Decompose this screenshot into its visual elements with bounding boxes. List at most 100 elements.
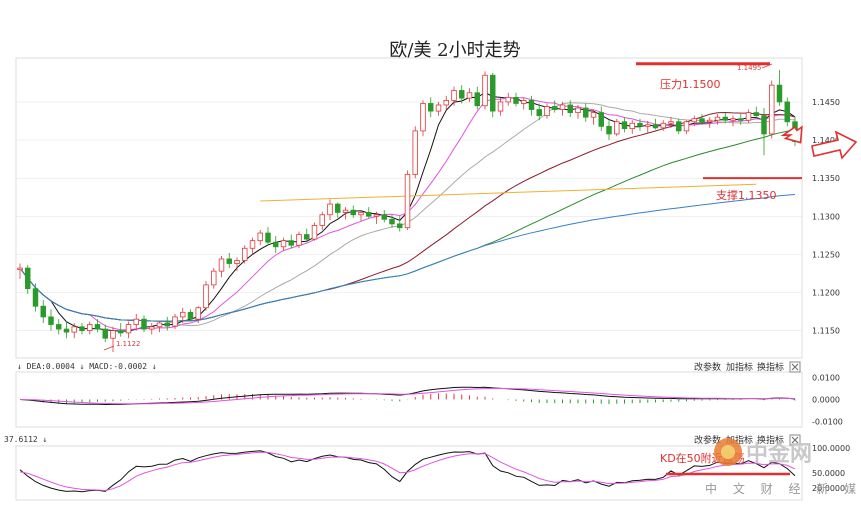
candle-body xyxy=(714,116,721,121)
candle xyxy=(87,321,93,335)
price-tick-label: 1.1350 xyxy=(812,174,840,183)
kdj-change-params-button[interactable]: 改参数 xyxy=(694,434,721,446)
price-tick-label: 1.1450 xyxy=(812,98,840,107)
candle xyxy=(614,118,620,137)
candle-body xyxy=(761,115,767,135)
candle xyxy=(133,313,139,331)
candle-body xyxy=(71,326,77,333)
candle-body xyxy=(490,74,496,112)
candle xyxy=(722,112,728,124)
candle xyxy=(242,245,248,264)
candle-body xyxy=(443,100,449,106)
macd-tick-label: -0.0100 xyxy=(812,418,843,427)
candle-body xyxy=(342,209,349,213)
candle-body xyxy=(559,104,566,110)
candle xyxy=(559,101,566,116)
candle xyxy=(273,236,279,253)
candle xyxy=(195,306,201,323)
candle-body xyxy=(141,318,147,330)
price-tick-label: 1.1250 xyxy=(812,250,840,259)
candle xyxy=(567,100,573,118)
candle-body xyxy=(614,121,620,135)
candle-body xyxy=(629,122,635,130)
candle xyxy=(459,85,465,104)
candle xyxy=(211,268,217,289)
candle-body xyxy=(280,240,287,248)
candle xyxy=(552,100,558,113)
candle xyxy=(48,309,54,331)
candle xyxy=(435,101,442,116)
candle-body xyxy=(676,121,682,132)
candle-body xyxy=(304,234,310,240)
kdj-tick-label: 50.0000 xyxy=(812,469,845,478)
candle xyxy=(683,120,690,134)
candle-body xyxy=(373,214,380,217)
candle xyxy=(40,300,46,323)
candle-body xyxy=(273,241,279,248)
candle xyxy=(25,265,31,295)
candle-body xyxy=(389,218,395,225)
candle-body xyxy=(668,121,674,124)
candle-body xyxy=(521,100,527,104)
candle-body xyxy=(164,322,170,327)
candle xyxy=(583,103,589,122)
candle xyxy=(443,95,449,110)
candle xyxy=(707,117,713,128)
candle xyxy=(141,315,147,333)
candle xyxy=(637,118,643,131)
candle xyxy=(327,199,333,221)
low-label: 1.1122 xyxy=(116,340,141,348)
resistance-label: 压力1.1500 xyxy=(660,78,721,91)
candle xyxy=(381,210,387,223)
candle xyxy=(180,307,186,323)
candle-body xyxy=(296,234,302,246)
candle-body xyxy=(195,307,201,320)
candle xyxy=(536,103,542,121)
candle-body xyxy=(567,104,573,113)
candle xyxy=(226,252,232,269)
candle-body xyxy=(451,90,457,101)
candle xyxy=(32,283,39,312)
candle xyxy=(56,319,62,335)
candle xyxy=(629,120,635,134)
price-tick-label: 1.1400 xyxy=(812,136,840,145)
candle-body xyxy=(466,92,473,99)
candle-body xyxy=(180,311,186,318)
candle xyxy=(513,92,519,107)
candle-body xyxy=(730,118,736,121)
candle xyxy=(590,109,597,125)
macd-change-params-button[interactable]: 改参数 xyxy=(694,361,721,373)
candle-body xyxy=(606,125,612,135)
candle xyxy=(676,118,682,134)
candle xyxy=(490,72,496,118)
candle-body xyxy=(536,109,542,117)
candle xyxy=(110,326,116,352)
candle-body xyxy=(575,107,581,113)
candle xyxy=(187,309,194,322)
macd-switch-indicator-button[interactable]: 换指标 xyxy=(757,361,784,373)
candle-body xyxy=(474,92,480,107)
candle-body xyxy=(513,96,519,104)
candle xyxy=(63,321,70,339)
macd-add-indicator-button[interactable]: 加指标 xyxy=(726,361,753,373)
candle xyxy=(668,117,674,128)
candle-body xyxy=(621,121,628,130)
macd-close-icon[interactable] xyxy=(789,361,801,373)
candle xyxy=(598,106,604,131)
candle-body xyxy=(366,212,372,217)
price-panel xyxy=(15,57,803,359)
candle-body xyxy=(528,100,535,110)
kdj-tick-label: 100.0000 xyxy=(812,444,850,453)
kdj-switch-indicator-button[interactable]: 换指标 xyxy=(757,434,784,446)
candle-body xyxy=(257,232,263,242)
candle-body xyxy=(590,112,597,118)
candle xyxy=(621,117,628,133)
candle-body xyxy=(149,326,155,330)
candle-body xyxy=(722,116,728,121)
kdj-close-icon[interactable] xyxy=(789,434,801,446)
candle-body xyxy=(420,103,426,132)
candle xyxy=(761,108,767,156)
candle xyxy=(358,210,364,221)
candle-body xyxy=(428,103,434,112)
macd-label: ↓ DEA:0.0004 ↓ MACD:-0.0002 ↓ xyxy=(17,362,157,371)
